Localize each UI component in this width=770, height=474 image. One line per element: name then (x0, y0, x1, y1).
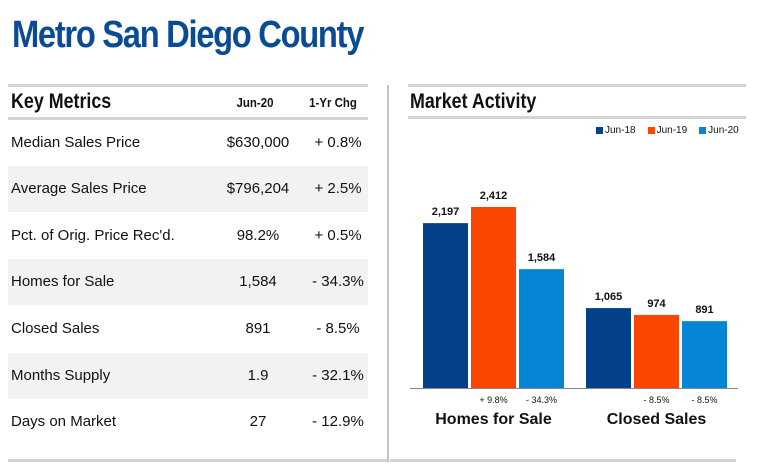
market-activity-chart: 2,197 2,412 + 9.8% 1,584 - 34.3% Homes for Sa… (410, 190, 738, 428)
panel-divider (387, 85, 389, 462)
metric-row-average-sales-price: Average Sales Price $796,204 + 2.5% (8, 166, 368, 212)
bar-jun-20-closed-sales (682, 321, 727, 388)
key-metrics-title: Key Metrics (11, 90, 112, 113)
data-label: 1,065 (595, 291, 623, 303)
metric-change: + 0.8% (314, 134, 362, 151)
metric-change: + 2.5% (314, 180, 362, 197)
metric-change: - 8.5% (316, 320, 360, 337)
metric-change: - 32.1% (312, 367, 364, 384)
metric-change: - 34.3% (312, 273, 364, 290)
metric-label: Median Sales Price (11, 134, 141, 151)
category-label: Closed Sales (607, 411, 707, 428)
category-label: Homes for Sale (435, 411, 552, 428)
data-label: 2,197 (432, 206, 460, 218)
chart-legend: Jun-18 Jun-19 Jun-20 (596, 125, 739, 136)
legend-item: Jun-19 (647, 125, 688, 136)
column-header-change: 1-Yr Chg (309, 95, 357, 110)
page-title: Metro San Diego County (12, 14, 364, 56)
legend-swatch-jun-20 (699, 127, 707, 134)
legend-item: Jun-18 (596, 125, 636, 136)
metric-value: 1,584 (239, 273, 277, 290)
metric-label: Average Sales Price (11, 180, 147, 197)
metric-value: $630,000 (226, 134, 290, 151)
metric-row-pct-orig-price: Pct. of Orig. Price Rec'd. 98.2% + 0.5% (8, 213, 368, 259)
legend-swatch-jun-19 (647, 127, 655, 134)
market-activity-title: Market Activity (410, 90, 537, 113)
divider (408, 116, 746, 119)
metric-change: - 12.9% (312, 413, 364, 430)
bar-jun-19-homes-for-sale (471, 207, 516, 388)
metric-value: 98.2% (236, 227, 280, 244)
divider (390, 459, 736, 462)
metric-row-months-supply: Months Supply 1.9 - 32.1% (8, 353, 368, 399)
metric-value: 891 (245, 320, 271, 337)
legend-label: Jun-19 (656, 125, 688, 136)
data-label: 1,584 (528, 252, 556, 264)
metric-row-homes-for-sale: Homes for Sale 1,584 - 34.3% (8, 259, 368, 305)
metric-label: Pct. of Orig. Price Rec'd. (11, 227, 175, 244)
change-label: - 8.5% (643, 395, 669, 405)
data-label: 2,412 (480, 190, 508, 202)
data-label: 974 (647, 298, 666, 310)
metric-label: Closed Sales (11, 320, 100, 337)
metric-label: Homes for Sale (11, 273, 115, 290)
divider (8, 84, 368, 87)
change-label: - 34.3% (526, 395, 557, 405)
bar-jun-18-homes-for-sale (423, 223, 468, 388)
bar-jun-20-homes-for-sale (519, 269, 564, 388)
legend-item: Jun-20 (699, 125, 739, 136)
metric-value: $796,204 (226, 180, 290, 197)
change-label: - 8.5% (691, 395, 717, 405)
divider (8, 459, 388, 462)
metric-label: Months Supply (11, 367, 111, 384)
metric-row-median-sales-price: Median Sales Price $630,000 + 0.8% (8, 120, 368, 166)
legend-label: Jun-20 (708, 125, 739, 136)
metric-row-closed-sales: Closed Sales 891 - 8.5% (8, 306, 368, 352)
metric-change: + 0.5% (314, 227, 362, 244)
metric-value: 27 (249, 413, 267, 430)
legend-swatch-jun-18 (596, 127, 603, 134)
bar-jun-19-closed-sales (634, 314, 679, 388)
legend-label: Jun-18 (605, 125, 636, 136)
divider (408, 84, 746, 87)
column-header-current: Jun-20 (236, 95, 274, 110)
bar-jun-18-closed-sales (586, 308, 631, 388)
metric-label: Days on Market (11, 413, 117, 430)
data-label: 891 (695, 304, 713, 316)
metric-value: 1.9 (247, 367, 269, 384)
divider (8, 117, 368, 120)
metric-row-days-on-market: Days on Market 27 - 12.9% (8, 399, 368, 445)
change-label: + 9.8% (479, 395, 507, 405)
